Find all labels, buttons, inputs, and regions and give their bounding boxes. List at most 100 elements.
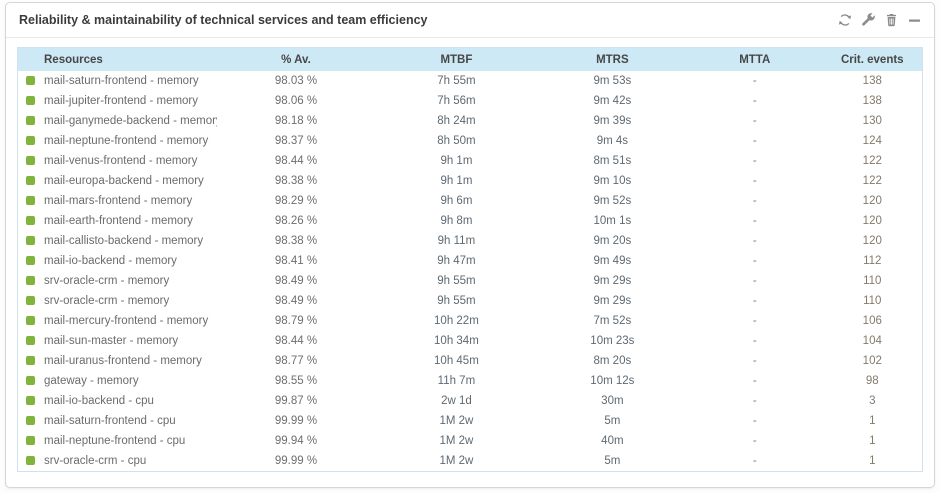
table-row[interactable]: mail-earth-frontend - memory 98.26 % 9h 8m… — [18, 211, 922, 231]
mtrs-cell: 7m 52s — [537, 311, 687, 331]
crit-events-cell: 120 — [822, 231, 922, 251]
mtbf-cell: 1M 2w — [375, 451, 538, 471]
resource-name: srv-oracle-crm - cpu — [44, 455, 147, 467]
table-row[interactable]: mail-sun-master - memory 98.44 % 10h 34m 10… — [18, 331, 922, 351]
status-square-icon — [26, 356, 35, 365]
mtrs-cell: 9m 53s — [537, 71, 687, 91]
crit-events-cell: 110 — [822, 271, 922, 291]
availability-cell: 98.49 % — [216, 291, 376, 311]
wrench-icon[interactable] — [860, 12, 876, 28]
table-row[interactable]: mail-io-backend - cpu 99.87 % 2w 1d 30m -3 — [18, 391, 922, 411]
mtbf-cell: 8h 24m — [375, 111, 538, 131]
column-header-mtrs: MTRS — [537, 48, 687, 71]
mtrs-cell: 9m 29s — [537, 271, 687, 291]
status-square-icon — [26, 96, 35, 105]
table-row[interactable]: gateway - memory 98.55 % 11h 7m 10m 12s -98 — [18, 371, 922, 391]
mtbf-cell: 9h 55m — [375, 271, 538, 291]
crit-events-cell: 120 — [822, 211, 922, 231]
crit-events-cell: 106 — [822, 311, 922, 331]
table-row[interactable]: mail-callisto-backend - memory 98.38 % 9h … — [18, 231, 922, 251]
status-square-icon — [26, 296, 35, 305]
mtbf-cell: 7h 55m — [375, 71, 538, 91]
availability-cell: 98.41 % — [216, 251, 376, 271]
table-row[interactable]: srv-oracle-crm - memory 98.49 % 9h 55m 9m 2… — [18, 271, 922, 291]
mtta-cell: - — [686, 131, 823, 151]
table-row[interactable]: mail-neptune-frontend - memory 98.37 % 8h … — [18, 131, 922, 151]
crit-events-cell: 112 — [822, 251, 922, 271]
mtta-cell: - — [686, 191, 823, 211]
report-widget: Reliability & maintainability of technic… — [5, 2, 935, 488]
mtta-cell: - — [686, 151, 823, 171]
widget-title: Reliability & maintainability of technic… — [19, 13, 428, 27]
table-row[interactable]: srv-oracle-crm - cpu 99.99 % 1M 2w 5m -1 — [18, 451, 922, 471]
table-row[interactable]: mail-saturn-frontend - memory 98.03 % 7h 5… — [18, 71, 922, 91]
resource-name: mail-neptune-frontend - memory — [44, 135, 209, 147]
resource-name: mail-uranus-frontend - memory — [44, 355, 202, 367]
trash-icon[interactable] — [883, 12, 899, 28]
table-row[interactable]: mail-mercury-frontend - memory 98.79 % 10h… — [18, 311, 922, 331]
mtrs-cell: 9m 10s — [537, 171, 687, 191]
mtbf-cell: 9h 1m — [375, 151, 538, 171]
crit-events-cell: 102 — [822, 351, 922, 371]
status-square-icon — [26, 116, 35, 125]
resource-cell: mail-saturn-frontend - memory — [18, 71, 217, 91]
resource-name: mail-mars-frontend - memory — [44, 195, 193, 207]
table-row[interactable]: mail-jupiter-frontend - memory 98.06 % 7h … — [18, 91, 922, 111]
table-row[interactable]: mail-io-backend - memory 98.41 % 9h 47m 9m … — [18, 251, 922, 271]
status-square-icon — [26, 256, 35, 265]
table-row[interactable]: mail-venus-frontend - memory 98.44 % 9h 1m… — [18, 151, 922, 171]
resource-name: gateway - memory — [44, 375, 139, 387]
mtrs-cell: 10m 1s — [537, 211, 687, 231]
table-body: mail-saturn-frontend - memory 98.03 % 7h 5… — [18, 71, 922, 471]
refresh-icon[interactable] — [837, 12, 853, 28]
resource-cell: gateway - memory — [18, 371, 217, 391]
table-row[interactable]: mail-neptune-frontend - cpu 99.94 % 1M 2w 4… — [18, 431, 922, 451]
mtrs-cell: 9m 29s — [537, 291, 687, 311]
column-header-crit-events: Crit. events — [822, 48, 922, 71]
table-row[interactable]: mail-ganymede-backend - memory 98.18 % 8h … — [18, 111, 922, 131]
mtbf-cell: 10h 34m — [375, 331, 538, 351]
resource-name: srv-oracle-crm - memory — [44, 275, 170, 287]
crit-events-cell: 138 — [822, 71, 922, 91]
table-header-row: Resources % Av. MTBF MTRS MTTA Crit. eve… — [18, 48, 922, 71]
mtbf-cell: 8h 50m — [375, 131, 538, 151]
mtta-cell: - — [686, 231, 823, 251]
crit-events-cell: 122 — [822, 151, 922, 171]
resource-cell: mail-venus-frontend - memory — [18, 151, 217, 171]
reliability-table: Resources % Av. MTBF MTRS MTTA Crit. eve… — [17, 47, 923, 472]
table-row[interactable]: mail-mars-frontend - memory 98.29 % 9h 6m 9… — [18, 191, 922, 211]
mtta-cell: - — [686, 211, 823, 231]
mtbf-cell: 9h 8m — [375, 211, 538, 231]
table-row[interactable]: mail-saturn-frontend - cpu 99.99 % 1M 2w 5m… — [18, 411, 922, 431]
availability-cell: 98.38 % — [216, 231, 376, 251]
mtrs-cell: 30m — [537, 391, 687, 411]
resource-cell: mail-jupiter-frontend - memory — [18, 91, 217, 111]
crit-events-cell: 104 — [822, 331, 922, 351]
widget-titlebar: Reliability & maintainability of technic… — [6, 3, 934, 38]
mtbf-cell: 7h 56m — [375, 91, 538, 111]
table-row[interactable]: mail-europa-backend - memory 98.38 % 9h 1m… — [18, 171, 922, 191]
crit-events-cell: 3 — [822, 391, 922, 411]
mtrs-cell: 5m — [537, 451, 687, 471]
resource-name: mail-sun-master - memory — [44, 335, 179, 347]
mtbf-cell: 1M 2w — [375, 431, 538, 451]
status-square-icon — [26, 216, 35, 225]
crit-events-cell: 1 — [822, 411, 922, 431]
status-square-icon — [26, 336, 35, 345]
status-square-icon — [26, 396, 35, 405]
mtrs-cell: 8m 51s — [537, 151, 687, 171]
table-row[interactable]: srv-oracle-crm - memory 98.49 % 9h 55m 9m 2… — [18, 291, 922, 311]
status-square-icon — [26, 196, 35, 205]
column-header-resources: Resources — [18, 48, 217, 71]
resource-cell: mail-neptune-frontend - memory — [18, 131, 217, 151]
resource-cell: mail-mars-frontend - memory — [18, 191, 217, 211]
table-row[interactable]: mail-uranus-frontend - memory 98.77 % 10h … — [18, 351, 922, 371]
mtta-cell: - — [686, 371, 823, 391]
crit-events-cell: 110 — [822, 291, 922, 311]
minimize-icon[interactable] — [906, 12, 922, 28]
mtta-cell: - — [686, 451, 823, 471]
resource-name: mail-earth-frontend - memory — [44, 215, 193, 227]
resource-name: mail-saturn-frontend - cpu — [44, 415, 176, 427]
resource-cell: mail-uranus-frontend - memory — [18, 351, 217, 371]
mtta-cell: - — [686, 251, 823, 271]
